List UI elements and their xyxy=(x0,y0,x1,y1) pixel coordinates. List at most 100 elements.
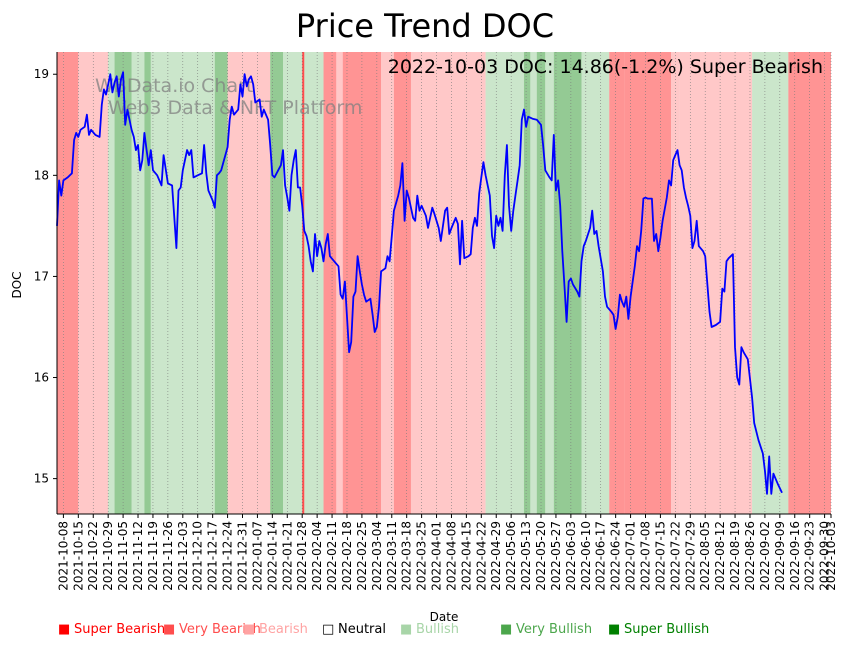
x-tick-label: 2022-01-14 xyxy=(265,521,279,591)
x-tick-label: 2022-06-03 xyxy=(564,521,578,591)
x-tick-label: 2022-04-15 xyxy=(459,521,473,591)
x-tick-label: 2022-09-16 xyxy=(788,521,802,591)
x-tick-label: 2021-10-29 xyxy=(101,521,115,591)
sentiment-bands xyxy=(57,52,831,514)
x-tick-label: 2021-12-17 xyxy=(206,521,220,591)
x-tick-label: 2021-11-26 xyxy=(161,521,175,591)
x-tick-label: 2022-06-10 xyxy=(579,521,593,591)
sentiment-band-bullish xyxy=(283,52,303,514)
legend-swatch-super_bullish: ■ xyxy=(608,622,620,637)
x-tick-label: 2022-09-09 xyxy=(773,521,787,591)
x-tick-label: 2022-09-23 xyxy=(803,521,817,591)
sentiment-band-bullish xyxy=(545,52,554,514)
latest-price-annotation: 2022-10-03 DOC: 14.86(-1.2%) Super Beari… xyxy=(388,56,823,78)
x-tick-label: 2021-12-24 xyxy=(221,521,235,591)
y-tick-label: 15 xyxy=(34,472,49,486)
axes xyxy=(56,52,831,515)
sentiment-band-bullish xyxy=(752,52,789,514)
x-tick-label: 2022-04-08 xyxy=(444,521,458,591)
x-tick-label: 2022-07-22 xyxy=(668,521,682,591)
x-tick-label: 2021-10-15 xyxy=(71,521,85,591)
x-tick-label: 2022-03-25 xyxy=(415,521,429,591)
x-tick-label: 2022-08-05 xyxy=(698,521,712,591)
x-tick-label: 2022-05-20 xyxy=(534,521,548,591)
sentiment-band-bearish xyxy=(679,52,753,514)
legend-label-bullish: Bullish xyxy=(416,622,459,637)
y-axis-label: DOC xyxy=(10,271,24,298)
sentiment-band-very_bearish xyxy=(624,52,672,514)
x-tick-label: 2022-05-13 xyxy=(519,521,533,591)
x-tick-label: 2022-06-24 xyxy=(609,521,623,591)
x-tick-label: 2022-07-15 xyxy=(653,521,667,591)
vertical-gridlines xyxy=(63,52,832,514)
sentiment-band-super_bearish xyxy=(302,52,305,514)
legend-swatch-very_bearish: ■ xyxy=(163,622,175,637)
y-ticks: 15 16 17 18 19 xyxy=(34,67,57,486)
x-tick-label: 2022-02-25 xyxy=(355,521,369,591)
legend-label-super_bearish: Super Bearish xyxy=(74,622,165,637)
x-tick-label: 2022-03-18 xyxy=(400,521,414,591)
x-tick-label: 2021-12-31 xyxy=(236,521,250,591)
x-tick-label: 2022-05-27 xyxy=(549,521,563,591)
sentiment-band-bullish xyxy=(530,52,537,514)
legend-swatch-very_bullish: ■ xyxy=(500,622,512,637)
x-tick-label: 2021-12-03 xyxy=(176,521,190,591)
x-tick-label: 2022-10-03 xyxy=(824,521,838,591)
x-tick-label: 2022-08-26 xyxy=(743,521,757,591)
x-tick-label: 2022-02-11 xyxy=(325,521,339,591)
x-tick-label: 2022-07-08 xyxy=(638,521,652,591)
y-tick-label: 16 xyxy=(34,371,49,385)
sentiment-band-very_bullish xyxy=(523,52,531,514)
x-ticks: 2021-10-08 2021-10-15 2021-10-22 2021-10-29… xyxy=(56,514,838,591)
x-tick-label: 2021-10-08 xyxy=(56,521,70,591)
x-tick-label: 2022-06-17 xyxy=(594,521,608,591)
x-tick-label: 2022-02-18 xyxy=(340,521,354,591)
legend-label-super_bullish: Super Bullish xyxy=(624,622,709,637)
chart-title: Price Trend DOC xyxy=(296,7,554,45)
x-tick-label: 2022-04-01 xyxy=(430,521,444,591)
sentiment-band-bearish xyxy=(381,52,394,514)
legend-label-very_bullish: Very Bullish xyxy=(516,622,592,637)
legend-label-neutral: Neutral xyxy=(338,622,386,637)
x-tick-label: 2022-01-28 xyxy=(295,521,309,591)
x-tick-label: 2022-02-04 xyxy=(310,521,324,591)
sentiment-band-very_bearish xyxy=(63,52,79,514)
y-tick-label: 17 xyxy=(34,269,49,283)
sentiment-band-bullish xyxy=(304,52,324,514)
x-tick-label: 2022-07-01 xyxy=(624,521,638,591)
x-tick-label: 2021-11-19 xyxy=(146,521,160,591)
x-tick-label: 2021-12-10 xyxy=(191,521,205,591)
sentiment-band-very_bullish xyxy=(553,52,582,514)
x-tick-label: 2022-01-21 xyxy=(280,521,294,591)
price-line xyxy=(56,71,783,495)
x-tick-label: 2021-11-05 xyxy=(116,521,130,591)
sentiment-band-bullish xyxy=(108,52,115,514)
x-tick-label: 2021-11-12 xyxy=(131,521,145,591)
y-tick-label: 19 xyxy=(34,67,49,81)
x-tick-label: 2021-10-22 xyxy=(86,521,100,591)
y-tick-label: 18 xyxy=(34,168,49,182)
legend-swatch-bullish: ■ xyxy=(400,622,412,637)
sentiment-band-very_bullish xyxy=(214,52,228,514)
x-tick-label: 2022-03-04 xyxy=(370,521,384,591)
sentiment-band-very_bearish xyxy=(393,52,411,514)
sentiment-band-very_bearish xyxy=(323,52,337,514)
x-tick-label: 2022-08-12 xyxy=(713,521,727,591)
sentiment-band-bearish xyxy=(410,52,486,514)
x-tick-label: 2022-08-19 xyxy=(728,521,742,591)
x-tick-label: 2022-04-22 xyxy=(474,521,488,591)
legend-label-bearish: Bearish xyxy=(259,622,308,637)
legend-swatch-bearish: ■ xyxy=(243,622,255,637)
x-tick-label: 2022-09-02 xyxy=(758,521,772,591)
legend-label-very_bearish: Very Bearish xyxy=(179,622,261,637)
sentiment-band-very_bearish xyxy=(57,52,64,514)
x-tick-label: 2022-07-29 xyxy=(683,521,697,591)
x-tick-label: 2022-01-07 xyxy=(250,521,264,591)
sentiment-band-very_bullish xyxy=(144,52,151,514)
sentiment-band-bullish xyxy=(485,52,524,514)
x-tick-label: 2022-04-29 xyxy=(489,521,503,591)
sentiment-band-very_bearish xyxy=(609,52,625,514)
legend-swatch-super_bearish: ■ xyxy=(58,622,70,637)
watermark-line1: WBData.io Chart xyxy=(95,75,253,97)
